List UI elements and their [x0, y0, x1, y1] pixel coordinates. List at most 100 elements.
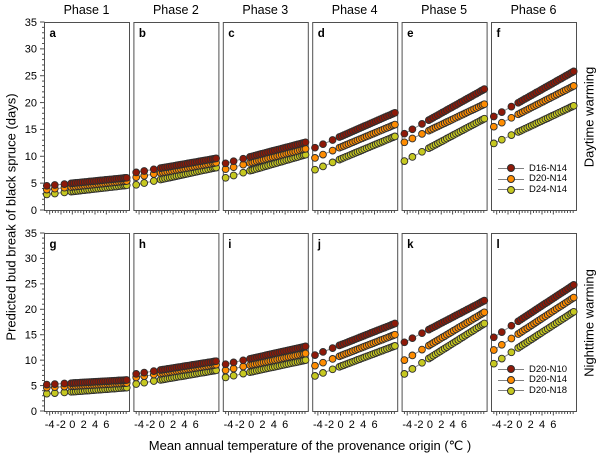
panel-l: -4 -2 0 2 4 6 l	[489, 233, 578, 431]
y-tick-label: 10	[25, 355, 37, 367]
series-D24-N14-f	[489, 101, 578, 148]
panel-b: b	[132, 22, 220, 215]
phase-title-1: Phase 1	[63, 3, 110, 17]
x-tick-label: -2	[56, 419, 66, 431]
phase-title-3: Phase 3	[242, 3, 289, 17]
legend-label: D20-N10	[529, 363, 568, 375]
series-D16-N14-b	[132, 154, 220, 177]
panel-h: -4 -2 0 2 4 6 h	[132, 233, 220, 431]
series-D20-N10-l	[489, 281, 578, 342]
legend-marker-icon	[498, 185, 524, 194]
panel-letter-a: a	[50, 28, 57, 40]
x-tick-label: -4	[134, 419, 144, 431]
x-axis-title: Mean annual temperature of the provenanc…	[148, 438, 472, 453]
x-ticks-l	[493, 411, 574, 416]
x-tick-label: 6	[371, 419, 377, 431]
series-D20-N10-j	[311, 319, 399, 359]
x-ticks-e	[403, 210, 485, 215]
phase-title-4: Phase 4	[331, 3, 378, 17]
y-tick-label: 35	[25, 228, 37, 240]
legend-label: D20-N18	[529, 384, 568, 396]
series-D20-N14-d	[311, 120, 399, 162]
x-ticks-f	[493, 210, 574, 215]
x-tick-label: 2	[170, 419, 176, 431]
panel-f: f	[489, 22, 578, 215]
series-D16-N14-d	[311, 108, 399, 152]
y-ticks-row1	[40, 21, 45, 211]
y-tick-label: 30	[25, 253, 37, 265]
row-label-daytime-text: Daytime warming	[581, 66, 597, 168]
panel-letter-j: j	[317, 239, 321, 251]
series-D20-N10-k	[400, 296, 489, 347]
x-tick-label: -2	[324, 419, 334, 431]
x-tick-label: -4	[45, 419, 55, 431]
y-tick-label: 30	[25, 44, 37, 56]
y-tick-label: 15	[25, 124, 37, 136]
y-tick-label: 0	[31, 406, 37, 418]
legend-label: D16-N14	[529, 162, 568, 174]
series-D20-N10-g	[42, 376, 131, 389]
legend-entry-D20-N18: D20-N18	[498, 385, 578, 396]
x-tick-label: -4	[402, 419, 412, 431]
phase-title-6: Phase 6	[510, 3, 557, 17]
x-ticks-c	[225, 210, 306, 215]
x-tick-label: 0	[159, 419, 165, 431]
x-tick-label: -2	[503, 419, 513, 431]
legend-marker-icon	[498, 175, 524, 184]
panel-letter-b: b	[139, 28, 146, 40]
legend-label: D24-N14	[529, 183, 568, 195]
x-tick-label: 2	[349, 419, 355, 431]
panel-c: c	[221, 22, 310, 215]
x-ticks-i	[225, 411, 306, 416]
panel-letter-l: l	[497, 239, 500, 251]
x-tick-label: 0	[69, 419, 75, 431]
x-tick-label: -2	[146, 419, 156, 431]
y-tick-label: 5	[31, 178, 37, 190]
x-tick-label: 4	[271, 419, 277, 431]
x-tick-label: 0	[248, 419, 254, 431]
series-D16-N14-c	[221, 138, 310, 168]
y-tick-label: 15	[25, 330, 37, 342]
series-D16-N14-f	[489, 67, 578, 121]
y-tick-label: 10	[25, 151, 37, 163]
panel-e: e	[400, 22, 489, 215]
legend-marker-icon	[498, 386, 524, 395]
legend-daytime: D16-N14 D20-N14 D24-N14	[498, 163, 578, 195]
legend-marker-icon	[498, 376, 524, 385]
panel-letter-g: g	[50, 239, 57, 251]
y-tick-label: 35	[25, 17, 37, 29]
series-D20-N18-j	[311, 342, 399, 380]
phase-title-5: Phase 5	[421, 3, 468, 17]
y-tick-label: 25	[25, 71, 37, 83]
legend-entry-D24-N14: D24-N14	[498, 184, 578, 195]
x-tick-label: 6	[550, 419, 556, 431]
x-ticks-h	[135, 411, 217, 416]
series-D24-N14-d	[311, 132, 399, 174]
x-tick-label: 4	[450, 419, 456, 431]
series-D20-N14-j	[311, 330, 399, 370]
legend-label: D20-N14	[529, 374, 568, 386]
panel-k: -4 -2 0 2 4 6 k	[400, 233, 489, 431]
series-D16-N14-a	[42, 173, 131, 190]
series-D20-N18-l	[489, 307, 578, 368]
phase-title-2: Phase 2	[152, 3, 199, 17]
x-tick-label: -4	[313, 419, 323, 431]
legend-entry-D20-N14: D20-N14	[498, 375, 578, 386]
x-tick-label: 6	[103, 419, 109, 431]
x-tick-label: 2	[81, 419, 87, 431]
series-D16-N14-e	[400, 85, 489, 138]
y-axis-title-text: Predicted bud break of black spruce (day…	[3, 93, 19, 341]
series-D20-N10-h	[132, 357, 220, 378]
x-tick-label: 4	[92, 419, 98, 431]
x-tick-label: 6	[193, 419, 199, 431]
x-ticks-j	[314, 411, 395, 416]
panel-letter-e: e	[407, 28, 413, 40]
legend-label: D20-N14	[529, 173, 568, 185]
x-ticks-k	[403, 411, 485, 416]
panel-d: d	[311, 22, 399, 215]
legend-marker-icon	[498, 365, 524, 374]
x-tick-label: -2	[414, 419, 424, 431]
